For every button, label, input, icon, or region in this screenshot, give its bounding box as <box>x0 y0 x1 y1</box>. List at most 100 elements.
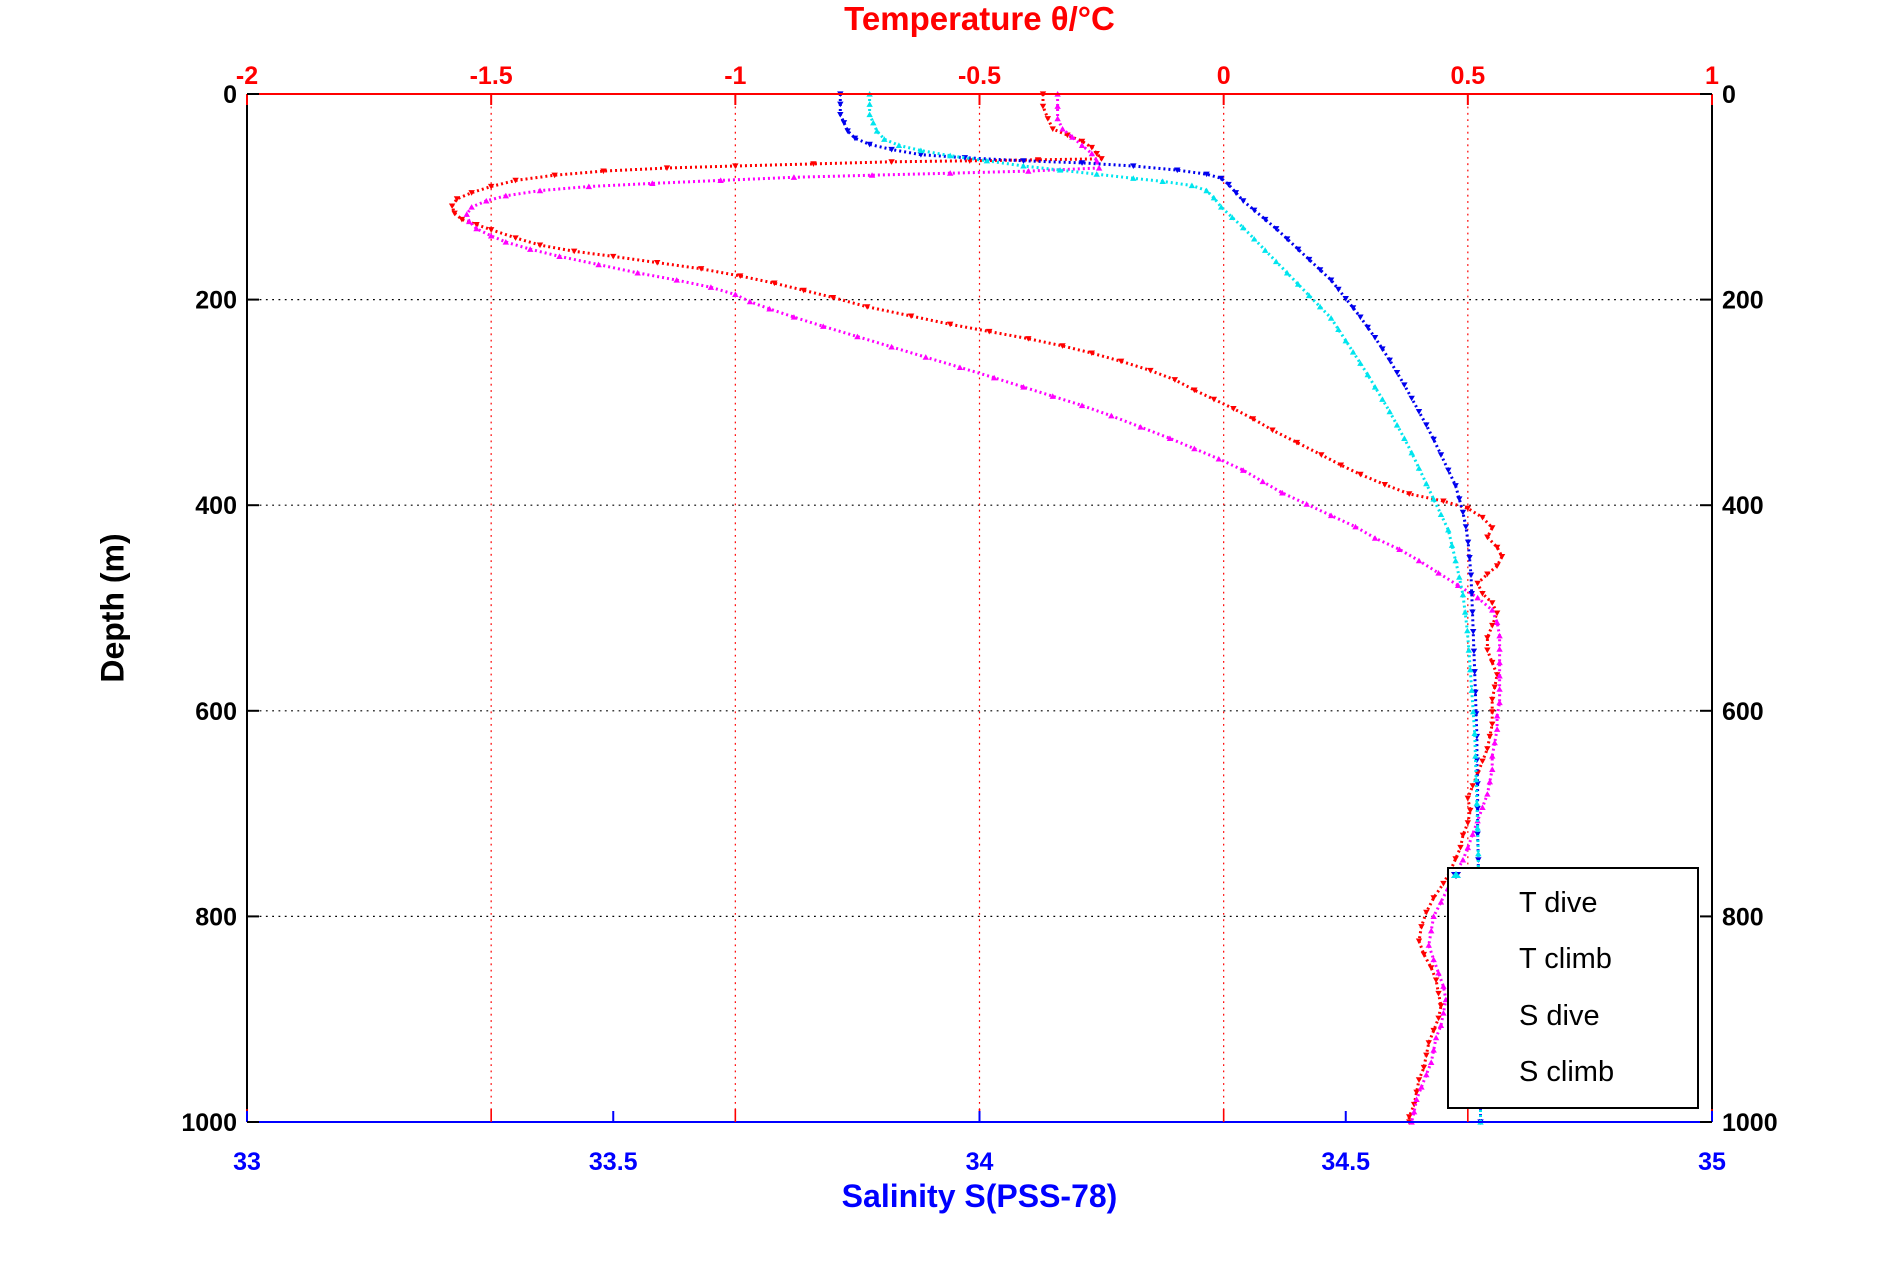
triangle-down-marker <box>1484 635 1491 641</box>
triangle-up-marker <box>1371 383 1379 390</box>
triangle-up-marker <box>1396 546 1403 553</box>
triangle-down-marker <box>1272 226 1280 232</box>
triangle-up-marker <box>1440 1010 1447 1016</box>
legend-entry-t-climb: T climb <box>1449 871 1697 976</box>
triangle-up-marker <box>1410 1108 1418 1115</box>
triangle-up-marker <box>1327 315 1335 321</box>
triangle-up-marker <box>1303 501 1310 507</box>
triangle-up-marker <box>1423 1071 1430 1078</box>
triangle-down-marker <box>1250 207 1258 214</box>
triangle-up-marker <box>1261 247 1269 253</box>
temperature-tick-label: -1.5 <box>470 62 513 90</box>
triangle-up-marker <box>1108 412 1115 419</box>
triangle-down-marker <box>1049 126 1056 132</box>
triangle-up-marker <box>1093 157 1100 164</box>
triangle-down-marker <box>737 273 744 279</box>
triangle-down-marker <box>1059 343 1066 349</box>
triangle-up-marker <box>990 374 998 381</box>
triangle-down-marker <box>1039 103 1047 110</box>
triangle-up-marker <box>1056 167 1064 173</box>
triangle-up-marker <box>1423 480 1430 487</box>
triangle-up-marker <box>1283 269 1291 276</box>
triangle-down-marker <box>536 242 544 249</box>
triangle-down-marker <box>1283 236 1291 242</box>
triangle-up-marker <box>595 261 602 268</box>
triangle-down-marker <box>1479 758 1486 765</box>
triangle-down-marker <box>1413 1089 1420 1096</box>
triangle-up-marker <box>463 211 470 217</box>
triangle-down-marker <box>1430 1027 1437 1034</box>
triangle-down-marker <box>1440 498 1447 505</box>
triangle-up-marker <box>854 333 861 340</box>
triangle-up-marker <box>1250 235 1258 242</box>
triangle-down-marker <box>1430 436 1437 443</box>
temperature-tick-label: -2 <box>236 62 258 90</box>
triangle-down-marker <box>1489 622 1496 629</box>
triangle-up-marker <box>536 187 544 194</box>
depth-tick-label-left: 1000 <box>181 1109 237 1137</box>
temperature-tick-label: 0 <box>1217 62 1231 90</box>
temperature-tick-label: 1 <box>1705 62 1719 90</box>
triangle-up-marker <box>1461 609 1469 615</box>
triangle-down-marker <box>863 304 871 310</box>
triangle-up-marker <box>1486 778 1494 785</box>
triangle-down-marker <box>453 196 461 202</box>
triangle-down-marker <box>1423 422 1430 429</box>
triangle-down-marker <box>844 128 851 135</box>
depth-tick-label-left: 200 <box>195 287 237 315</box>
triangle-down-marker <box>1425 1040 1432 1046</box>
salinity-tick-label: 35 <box>1698 1148 1726 1176</box>
triangle-up-marker <box>502 239 510 245</box>
triangle-up-marker <box>1364 371 1371 378</box>
triangle-up-marker <box>634 269 641 276</box>
triangle-down-marker <box>1064 132 1071 139</box>
triangle-down-marker <box>1489 659 1496 666</box>
triangle-down-marker <box>1364 324 1371 331</box>
triangle-up-marker <box>1259 478 1266 485</box>
triangle-down-marker <box>1456 496 1463 503</box>
triangle-up-marker <box>673 277 680 283</box>
triangle-down-marker <box>600 168 607 175</box>
triangle-down-marker <box>487 227 495 233</box>
depth-axis-label: Depth (m) <box>94 533 131 683</box>
triangle-down-marker <box>487 183 495 190</box>
triangle-down-marker <box>1335 286 1342 293</box>
triangle-down-marker <box>1479 591 1486 597</box>
triangle-down-marker <box>1088 144 1096 151</box>
triangle-up-marker <box>1430 913 1437 919</box>
triangle-up-marker <box>1191 445 1198 452</box>
triangle-down-marker <box>1044 116 1052 122</box>
triangle-down-marker <box>1486 733 1494 740</box>
triangle-down-marker <box>888 159 895 165</box>
triangle-down-marker <box>663 165 671 172</box>
triangle-down-marker <box>1459 509 1467 516</box>
triangle-down-marker <box>1464 820 1472 826</box>
triangle-up-marker <box>1471 730 1478 737</box>
triangle-up-marker <box>1415 465 1423 471</box>
triangle-down-marker <box>1415 409 1423 415</box>
triangle-up-marker <box>766 305 773 312</box>
triangle-down-marker <box>1098 156 1105 162</box>
triangle-down-marker <box>829 294 837 301</box>
triangle-down-marker <box>1471 669 1478 675</box>
triangle-up-marker <box>1352 523 1359 530</box>
triangle-down-marker <box>1408 395 1415 402</box>
triangle-down-marker <box>1225 181 1232 188</box>
triangle-up-marker <box>1491 739 1498 746</box>
triangle-down-marker <box>451 210 458 217</box>
triangle-up-marker <box>1240 224 1247 231</box>
triangle-down-marker <box>1470 629 1477 635</box>
depth-tick-label-left: 400 <box>195 492 237 520</box>
triangle-down-marker <box>1337 462 1345 469</box>
triangle-down-marker <box>1493 544 1501 551</box>
triangle-down-marker <box>1489 600 1496 606</box>
triangle-up-marker <box>1430 496 1437 502</box>
triangle-up-marker <box>790 174 798 180</box>
triangle-down-marker <box>1493 610 1501 617</box>
triangle-down-marker <box>1232 190 1240 196</box>
depth-tick-label-left: 0 <box>223 81 237 109</box>
triangle-up-marker <box>527 246 534 252</box>
triangle-up-marker <box>1272 258 1280 265</box>
